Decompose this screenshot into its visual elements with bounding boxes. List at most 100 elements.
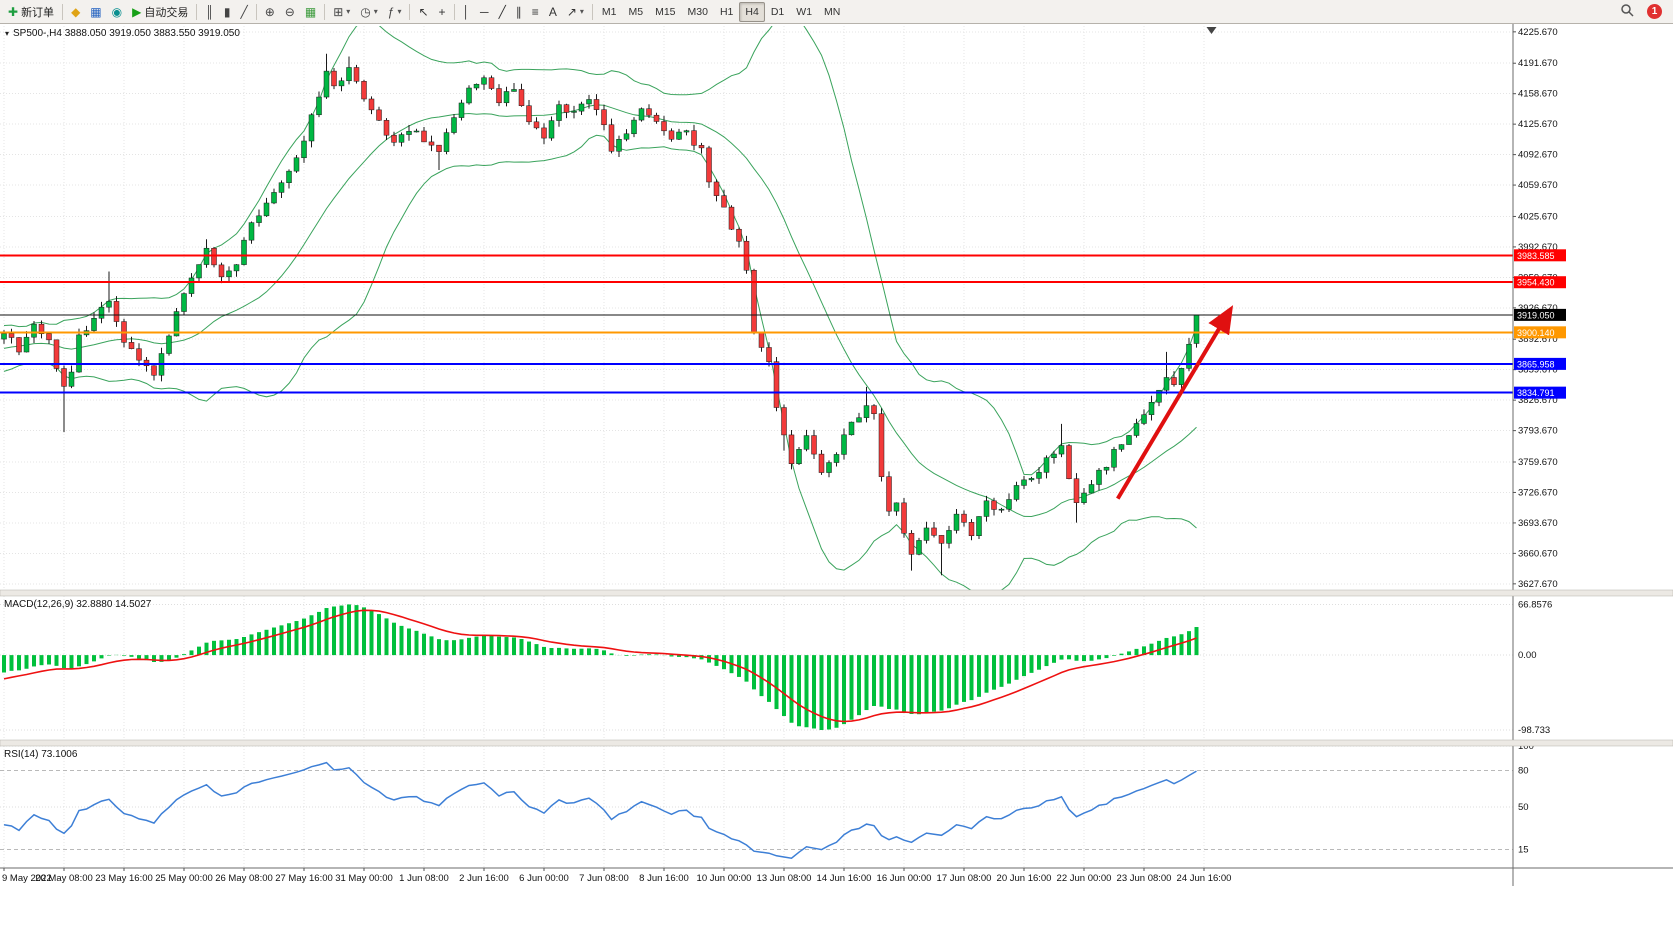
bollinger-middle — [3, 104, 1197, 518]
chart-canvas[interactable]: 4225.670 4191.670 4158.670 4125.670 4092.670… — [0, 24, 1673, 943]
time-axis-label: 1 Jun 08:00 — [399, 873, 449, 884]
time-axis-label: 2 Jun 16:00 — [459, 873, 509, 884]
time-axis-label: 10 Jun 00:00 — [697, 873, 752, 884]
candle — [466, 87, 472, 104]
trend-arrow[interactable] — [1116, 305, 1234, 500]
timeframe-button-d1[interactable]: D1 — [770, 5, 785, 18]
candle — [128, 342, 135, 349]
toolbar-button-text-tool[interactable]: A — [544, 2, 562, 22]
candle — [293, 157, 300, 172]
toolbar-button-arrows-tool[interactable]: ↗ ▾ — [562, 2, 589, 22]
toolbar-button-periods[interactable]: ◷ ▾ — [355, 2, 383, 22]
candle — [1073, 478, 1080, 503]
toolbar-button-cursor[interactable]: ↖ — [413, 2, 433, 22]
toolbar-button-auto-trading[interactable]: ▶ 自动交易 — [127, 2, 193, 22]
chart-area[interactable]: 4225.670 4191.670 4158.670 4125.670 4092.670… — [0, 24, 1673, 943]
toolbar-button-indicators[interactable]: ƒ ▾ — [383, 2, 407, 22]
toolbar-button-zoom-in[interactable]: ⊕ — [260, 2, 280, 22]
timeframe-button-mn[interactable]: MN — [824, 5, 841, 18]
zoom-out-icon: ⊖ — [284, 4, 295, 19]
toolbar-separator — [255, 3, 257, 20]
new-chart-icon: ⊞ — [333, 4, 344, 19]
horizontal-levels[interactable] — [0, 254, 1513, 394]
toolbar-button-channel-tool[interactable]: ∥ — [511, 2, 527, 22]
price-axis[interactable]: 4225.670 4191.670 4158.670 4125.670 4092.670… — [1512, 24, 1673, 886]
chart-shift-marker[interactable] — [1206, 27, 1217, 34]
toolbar-button-crosshair[interactable]: + — [434, 2, 451, 22]
candle — [481, 77, 487, 85]
notification-badge[interactable]: 1 — [1647, 4, 1662, 19]
candle — [593, 99, 600, 110]
candle — [661, 121, 667, 132]
price-flag-current-price — [1514, 308, 1566, 321]
chart-title-text: SP500-,H4 3888.050 3919.050 3883.550 391… — [13, 28, 240, 39]
toolbar-button-line-chart-mode[interactable]: ╱ — [235, 2, 252, 22]
toolbar-separator — [591, 3, 593, 20]
toolbar-button-navigator[interactable]: ◉ — [107, 2, 127, 22]
candle — [1193, 314, 1200, 344]
candle — [653, 114, 660, 122]
candle — [346, 67, 352, 82]
bollinger-lower — [3, 134, 1197, 590]
bar-chart-icon: ║ — [205, 4, 214, 19]
candle — [953, 513, 960, 531]
timeframe-button-h1[interactable]: H1 — [719, 5, 734, 18]
candle — [1178, 368, 1185, 385]
price-axis-label: 3859.670 — [1518, 365, 1558, 376]
candle — [541, 127, 547, 139]
price-flag-pivot — [1514, 326, 1566, 339]
toolbar-button-tile-windows[interactable]: ▦ — [300, 2, 321, 22]
candle — [136, 348, 142, 361]
toolbar-button-bar-chart-mode[interactable]: ║ — [200, 2, 219, 22]
toolbar-button-trendline-tool[interactable]: ╱ — [494, 2, 511, 22]
chevron-down-icon: ▾ — [397, 7, 402, 16]
toolbar-button-market-watch[interactable]: ◆ — [66, 2, 85, 22]
indicators-icon: ƒ — [387, 4, 395, 19]
chevron-down-icon: ▾ — [579, 7, 584, 16]
toolbar-button-fibonacci-tool[interactable]: ≡ — [527, 2, 544, 22]
search-button[interactable] — [1615, 2, 1639, 22]
toolbar-button-label: 自动交易 — [144, 6, 189, 19]
toolbar-button-candlestick-mode[interactable]: ▮ — [219, 2, 236, 22]
candle — [368, 98, 375, 111]
timeframe-button-m1[interactable]: M1 — [601, 5, 617, 18]
toolbar-button-new-chart[interactable]: ⊞ ▾ — [328, 2, 355, 22]
candle — [233, 264, 240, 272]
line-chart-icon: ╱ — [240, 4, 248, 19]
price-flag-support-2 — [1514, 386, 1566, 399]
timeframe-button-m30[interactable]: M30 — [687, 5, 708, 18]
candle — [871, 405, 877, 414]
chart-symbol-title: ▾ SP500-,H4 3888.050 3919.050 3883.550 3… — [5, 28, 240, 39]
toolbar-button-vertical-line-tool[interactable]: │ — [458, 2, 476, 22]
timeframe-button-m5[interactable]: M5 — [628, 5, 644, 18]
price-flag-resistance-1 — [1514, 249, 1566, 262]
candle — [788, 434, 795, 465]
toolbar-buttons: ✚ 新订单 ◆ ▦ ◉ ▶ 自动交易 ║ ▮ ╱ ⊕ ⊖ ▦ ⊞ ▾ ◷ ▾ ƒ ▾ ↖ + │ ─ ╱ ∥ ≡ A ↗ ▾ M1 M5 M1… — [3, 0, 846, 23]
candle — [271, 192, 277, 204]
candle — [571, 110, 577, 113]
candle — [563, 104, 570, 113]
timeframe-button-m15[interactable]: M15 — [655, 5, 676, 18]
macd-axis-label: 66.8576 — [1518, 599, 1552, 610]
toolbar-button-new-order[interactable]: ✚ 新订单 — [3, 2, 59, 22]
arrow-icon: ↗ — [566, 4, 577, 19]
timeframe-button-w1[interactable]: W1 — [796, 5, 813, 18]
price-axis-label: 4092.670 — [1518, 150, 1558, 161]
candle — [181, 293, 187, 312]
candle — [1021, 479, 1027, 486]
panel-splitters[interactable] — [0, 589, 1673, 747]
candle — [376, 109, 382, 121]
candle — [53, 339, 60, 369]
candle — [668, 130, 675, 140]
candle — [488, 77, 495, 89]
candle — [451, 117, 457, 133]
toolbar-button-horizontal-line-tool[interactable]: ─ — [475, 2, 494, 22]
toolbar-button-zoom-out[interactable]: ⊖ — [280, 2, 300, 22]
timeframe-button-h4[interactable]: H4 — [739, 1, 765, 22]
candle — [1133, 423, 1140, 436]
toolbar-button-data-window[interactable]: ▦ — [85, 2, 106, 22]
candle — [1, 333, 7, 340]
candle — [833, 454, 840, 463]
candle — [263, 202, 270, 217]
